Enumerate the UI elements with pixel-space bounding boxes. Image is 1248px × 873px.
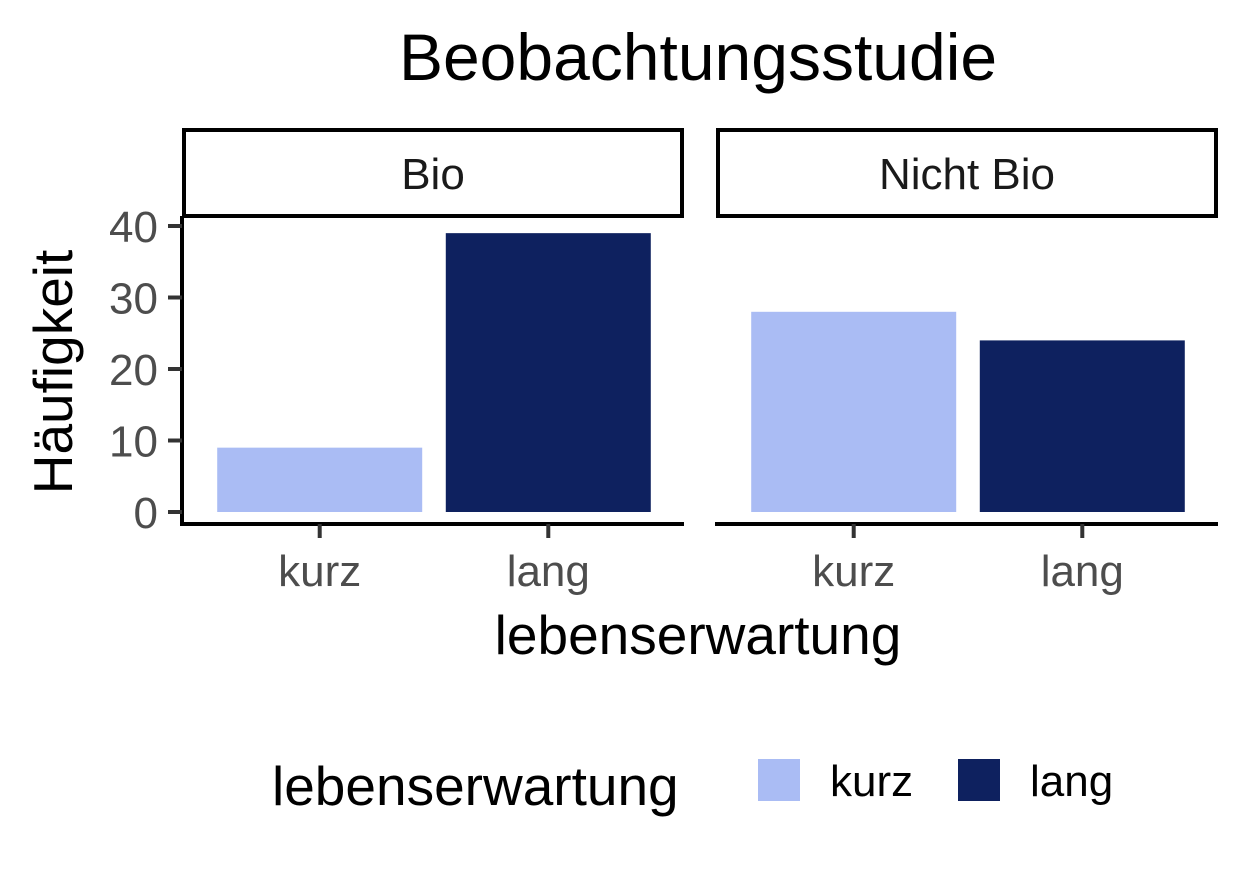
legend: lebenserwartung kurz lang — [272, 755, 1113, 817]
y-tick-label: 0 — [134, 489, 158, 538]
legend-label-kurz: kurz — [830, 757, 913, 806]
facet-strip-label: Nicht Bio — [879, 150, 1055, 199]
x-tick-label: kurz — [278, 547, 361, 596]
facet-panel: Nicht Bio kurz lang — [715, 128, 1218, 596]
bar-lang — [979, 340, 1185, 512]
y-tick-label: 20 — [109, 346, 158, 395]
legend-key-lang — [958, 759, 1000, 801]
y-tick-label: 10 — [109, 418, 158, 467]
facet-strip — [182, 128, 684, 218]
facet-panel: Bio kurz lang — [181, 128, 684, 596]
bar-lang — [445, 233, 651, 512]
facet-strip — [716, 128, 1218, 218]
y-tick-label: 40 — [109, 203, 158, 252]
x-tick-label: lang — [507, 547, 590, 596]
legend-key-kurz — [758, 759, 800, 801]
x-tick-label: kurz — [812, 547, 895, 596]
legend-title: lebenserwartung — [272, 755, 679, 817]
bar-kurz — [751, 311, 957, 512]
chart-title: Beobachtungsstudie — [399, 20, 997, 94]
y-axis-title: Häufigkeit — [22, 250, 84, 495]
facet-strip-label: Bio — [401, 150, 465, 199]
x-axis-title: lebenserwartung — [495, 604, 902, 666]
legend-label-lang: lang — [1030, 757, 1113, 806]
bar-kurz — [217, 447, 423, 512]
y-axis: 0 10 20 30 40 — [109, 203, 184, 538]
y-tick-label: 30 — [109, 275, 158, 324]
x-tick-label: lang — [1041, 547, 1124, 596]
facet-panels: Bio kurz lang Nicht Bio kurz lang — [181, 128, 1218, 596]
